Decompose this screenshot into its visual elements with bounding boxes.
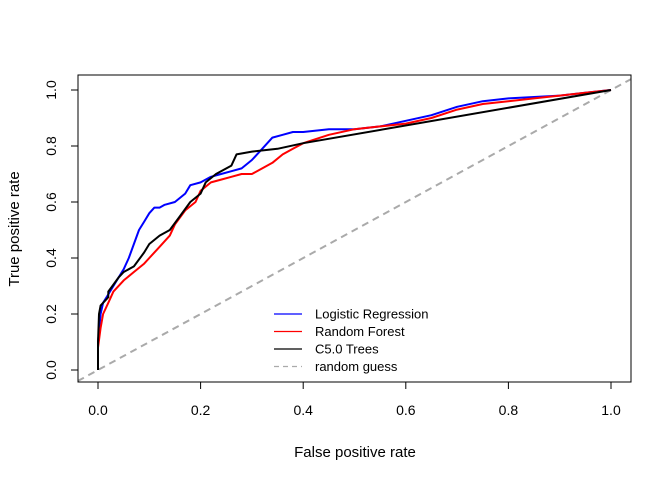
x-axis: 0.0 0.2 0.4 0.6 0.8 1.0 (88, 381, 621, 418)
legend-label-3: random guess (315, 359, 398, 374)
legend: Logistic Regression Random Forest C5.0 Tre… (274, 307, 428, 374)
y-tick-label: 0.6 (43, 192, 59, 212)
y-tick-label: 0.2 (43, 304, 59, 324)
y-tick-label: 1.0 (43, 80, 59, 100)
legend-label-1: Random Forest (315, 324, 405, 339)
legend-label-0: Logistic Regression (315, 307, 428, 322)
series-line-0 (97, 89, 612, 370)
y-axis: 0.0 0.2 0.4 0.6 0.8 1.0 (43, 80, 79, 380)
series-line-1 (97, 89, 612, 370)
x-tick-label: 0.4 (293, 402, 313, 418)
y-tick-label: 0.8 (43, 136, 59, 156)
series-line-2 (97, 89, 612, 370)
x-axis-label: False positive rate (294, 444, 416, 461)
x-tick-label: 0.0 (88, 402, 108, 418)
y-axis-label: True positive rate (6, 171, 23, 286)
x-tick-label: 0.2 (191, 402, 211, 418)
legend-label-2: C5.0 Trees (315, 342, 379, 357)
y-tick-label: 0.4 (43, 248, 59, 268)
x-tick-label: 0.6 (396, 402, 416, 418)
y-tick-label: 0.0 (43, 360, 59, 380)
series-layer (78, 77, 631, 382)
x-tick-label: 0.8 (499, 402, 519, 418)
x-tick-label: 1.0 (601, 402, 621, 418)
series-line-3 (78, 77, 631, 382)
